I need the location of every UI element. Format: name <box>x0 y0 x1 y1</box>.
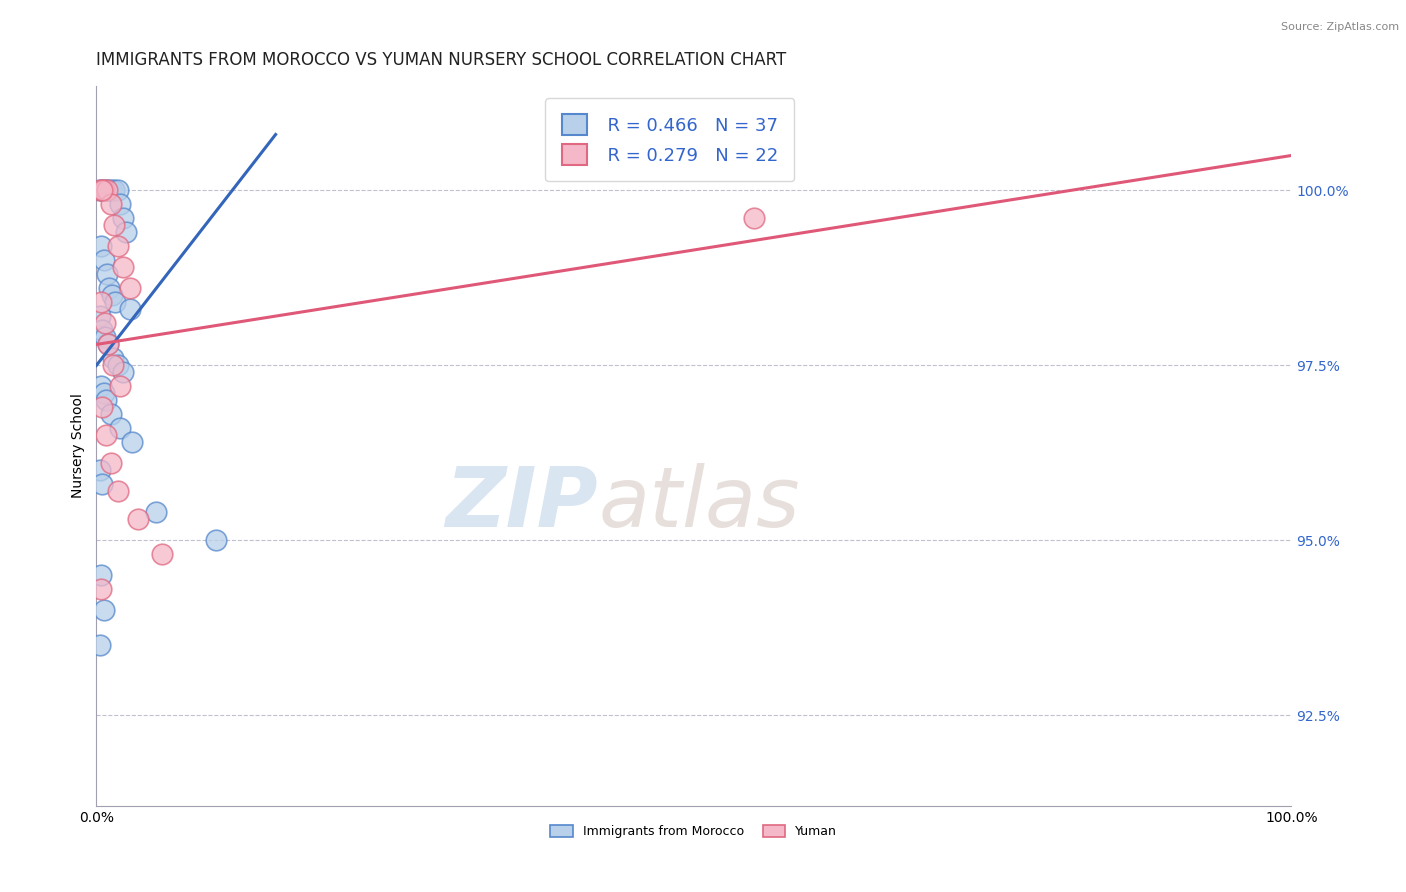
Text: ZIP: ZIP <box>446 463 598 544</box>
Point <box>110 421 132 435</box>
Point <box>118 281 141 295</box>
Point <box>90 379 112 393</box>
Point <box>111 260 134 275</box>
Point <box>93 603 115 617</box>
Point <box>89 639 111 653</box>
Point <box>205 533 228 548</box>
Point <box>93 184 115 198</box>
Point <box>100 408 122 422</box>
Text: Source: ZipAtlas.com: Source: ZipAtlas.com <box>1281 22 1399 32</box>
Point <box>110 379 132 393</box>
Point <box>101 288 124 302</box>
Point <box>127 512 149 526</box>
Point <box>90 568 112 582</box>
Point <box>107 184 129 198</box>
Point <box>90 239 112 253</box>
Point <box>107 359 129 373</box>
Point <box>89 184 111 198</box>
Text: atlas: atlas <box>598 463 800 544</box>
Text: IMMIGRANTS FROM MOROCCO VS YUMAN NURSERY SCHOOL CORRELATION CHART: IMMIGRANTS FROM MOROCCO VS YUMAN NURSERY… <box>97 51 786 69</box>
Point <box>97 184 120 198</box>
Point <box>103 219 125 233</box>
Point <box>107 239 129 253</box>
Point <box>94 393 117 408</box>
Point <box>97 337 120 351</box>
Point <box>121 435 143 450</box>
Point <box>103 184 125 198</box>
Point <box>96 184 118 198</box>
Point <box>96 268 118 282</box>
Point <box>101 359 124 373</box>
Point <box>145 505 167 519</box>
Point <box>90 295 112 310</box>
Point <box>93 330 115 344</box>
Point <box>742 211 765 226</box>
Point <box>111 366 134 380</box>
Point <box>94 428 117 442</box>
Point <box>91 477 114 491</box>
Point <box>97 337 120 351</box>
Point <box>90 582 112 597</box>
Point <box>150 548 173 562</box>
Point <box>91 401 114 415</box>
Point <box>101 351 124 366</box>
Point <box>91 323 114 337</box>
Point <box>94 184 117 198</box>
Point <box>100 457 122 471</box>
Point <box>110 197 132 211</box>
Legend: Immigrants from Morocco, Yuman: Immigrants from Morocco, Yuman <box>546 821 842 843</box>
Point <box>100 197 122 211</box>
Point <box>91 184 114 198</box>
Point <box>91 184 114 198</box>
Point <box>89 184 111 198</box>
Point <box>115 226 138 240</box>
Y-axis label: Nursery School: Nursery School <box>72 393 86 499</box>
Point <box>111 211 134 226</box>
Point <box>89 310 111 324</box>
Point <box>93 386 115 401</box>
Point <box>100 184 122 198</box>
Point <box>93 317 115 331</box>
Point <box>89 463 111 477</box>
Point <box>118 302 141 317</box>
Point <box>107 484 129 499</box>
Point <box>93 253 115 268</box>
Point <box>104 295 127 310</box>
Point <box>98 281 121 295</box>
